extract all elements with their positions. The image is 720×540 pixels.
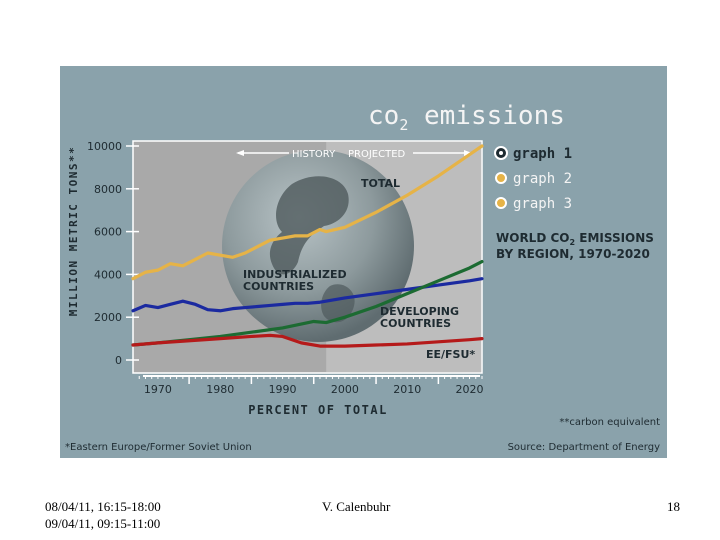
legend-item-graph-2[interactable]: graph 2 (495, 171, 572, 187)
series-label-eefsu: EE/FSU* (426, 348, 475, 361)
co2-chart: 0 2000 4000 6000 8000 10000 1970 1980 1990 2000 20… (65, 101, 660, 453)
footer-page-number: 18 (667, 499, 680, 514)
title-rest: emissions (408, 101, 565, 131)
series-line-ee-fsu (131, 333, 484, 348)
footer-dates: 08/04/11, 16:15-18:00 09/04/11, 09:15-11… (45, 498, 161, 532)
legend: graph 1 graph 2 graph 3 (494, 146, 572, 212)
y-tick-label: 8000 (94, 183, 122, 196)
x-tick-label: 1980 (206, 383, 234, 396)
subtitle-line1: WORLD CO (496, 231, 569, 245)
history-label: HISTORY (292, 149, 336, 160)
legend-label-graph-1: graph 1 (513, 146, 572, 162)
footer-author: V. Calenbuhr (322, 499, 391, 514)
y-tick-label: 2000 (94, 311, 122, 324)
footer-date-1: 08/04/11, 16:15-18:00 (45, 499, 161, 514)
subtitle-sub: 2 (569, 238, 575, 247)
chart-subtitle: WORLD CO2 EMISSIONS (496, 231, 654, 247)
x-tick-label: 2000 (331, 383, 359, 396)
legend-item-graph-3[interactable]: graph 3 (495, 196, 572, 212)
y-tick-label: 10000 (87, 140, 122, 153)
y-axis-label: MILLION METRIC TONS** (67, 146, 80, 317)
footnote-source: Source: Department of Energy (508, 442, 660, 453)
legend-label-graph-2: graph 2 (513, 171, 572, 187)
footnote-carbon-equivalent: **carbon equivalent (559, 417, 660, 428)
legend-item-graph-1[interactable]: graph 1 (494, 146, 572, 162)
history-projected-marker: HISTORY PROJECTED (236, 149, 472, 160)
y-tick-label: 6000 (94, 226, 122, 239)
subtitle-line1-rest: EMISSIONS (575, 231, 654, 245)
footnote-eefsu: *Eastern Europe/Former Soviet Union (65, 442, 252, 453)
title-main: co (368, 101, 399, 131)
y-tick-label: 0 (115, 354, 122, 367)
y-tick-label: 4000 (94, 268, 122, 281)
series-label-industrialized: INDUSTRIALIZED COUNTRIES (243, 268, 347, 293)
title-sub: 2 (399, 116, 408, 134)
chart-title: co2 emissions (368, 101, 565, 134)
chart-subtitle-line2: BY REGION, 1970-2020 (496, 247, 650, 261)
footer-date-2: 09/04/11, 09:15-11:00 (45, 516, 161, 531)
x-tick-label: 1990 (269, 383, 297, 396)
legend-label-graph-3: graph 3 (513, 196, 572, 212)
x-tick-label: 2020 (456, 383, 484, 396)
series-line-total (131, 144, 484, 281)
series-label-total: TOTAL (361, 177, 400, 190)
series-line-industrialized-countries (131, 277, 484, 313)
x-tick-label: 2010 (393, 383, 421, 396)
projected-label: PROJECTED (348, 149, 406, 160)
chart-panel: 0 2000 4000 6000 8000 10000 1970 1980 1990 2000 20… (60, 66, 667, 458)
x-axis-label: PERCENT OF TOTAL (248, 403, 388, 417)
series-label-developing: DEVELOPING COUNTRIES (380, 305, 459, 330)
x-tick-label: 1970 (144, 383, 172, 396)
